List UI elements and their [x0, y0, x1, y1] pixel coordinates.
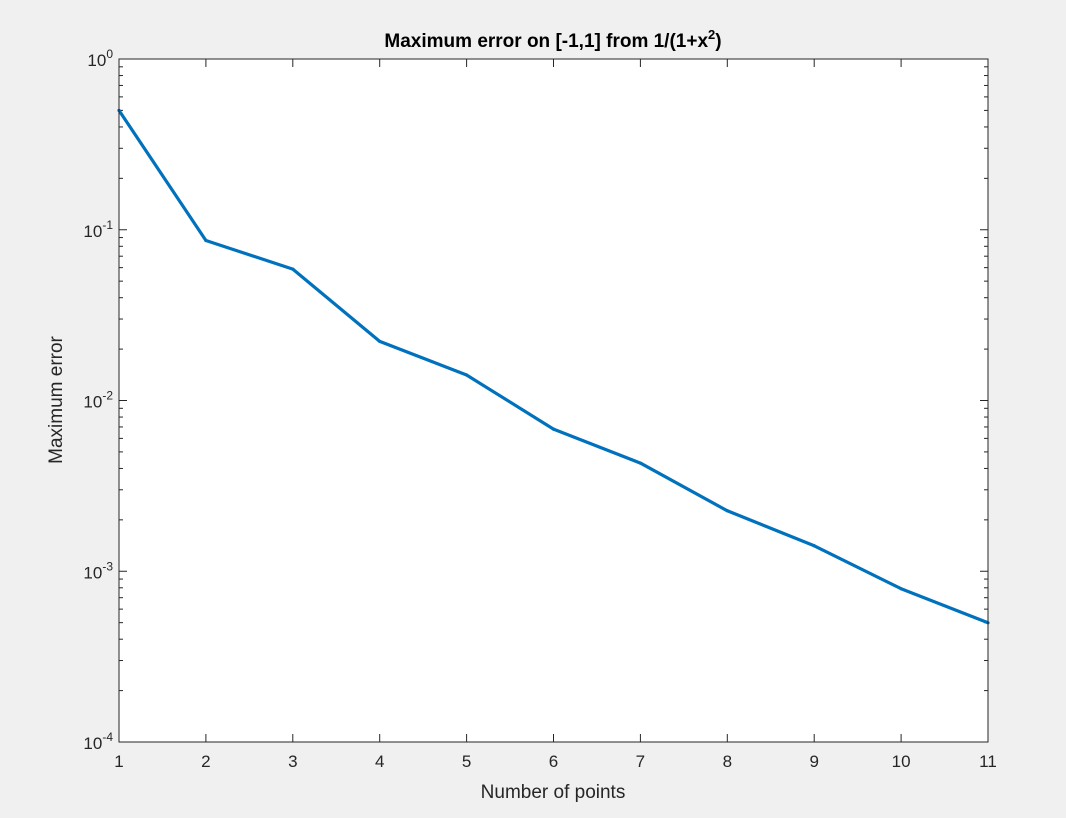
data-point	[812, 544, 816, 548]
y-tick-label: 10-4	[83, 730, 113, 753]
chart-title-superscript: 2	[708, 27, 715, 42]
x-tick-label: 1	[114, 752, 123, 771]
chart-title: Maximum error on [-1,1] from 1/(1+x2)	[384, 27, 721, 52]
y-tick-base: 10	[83, 222, 102, 241]
y-axis-label: Maximum error	[46, 335, 67, 463]
y-tick-exponent: -4	[102, 730, 113, 744]
data-point	[204, 238, 208, 243]
data-point	[291, 267, 295, 271]
chart-title-tail: )	[715, 31, 721, 52]
x-tick-label: 5	[462, 752, 471, 771]
y-tick-base: 10	[83, 393, 102, 412]
series-group	[117, 108, 990, 625]
y-tick-label: 10-1	[83, 218, 113, 241]
x-tick-label: 7	[636, 752, 645, 771]
y-tick-base: 10	[87, 51, 106, 70]
x-tick-labels: 1 2 3 4 5 6 7 8 9 10 11	[114, 752, 997, 771]
x-tick-label: 6	[549, 752, 558, 771]
data-point	[725, 509, 729, 513]
x-tick-label: 8	[723, 752, 732, 771]
x-tick-label: 9	[809, 752, 818, 771]
data-point	[551, 427, 556, 431]
y-tick-exponent: 0	[106, 47, 113, 61]
data-point	[638, 461, 643, 465]
x-tick-label: 2	[201, 752, 210, 771]
y-tick-label: 100	[87, 47, 113, 70]
y-tick-exponent: -3	[102, 559, 113, 573]
y-tick-label: 10-3	[83, 559, 113, 582]
x-tick-label: 4	[375, 752, 384, 771]
data-point	[899, 587, 903, 591]
data-point	[465, 373, 469, 377]
chart-title-main: Maximum error on [-1,1] from 1/(1+x	[384, 31, 708, 52]
y-tick-exponent: -2	[102, 389, 113, 403]
y-tick-exponent: -1	[102, 218, 113, 232]
y-tick-label: 10-2	[83, 389, 113, 412]
plot-area	[119, 59, 988, 742]
x-tick-label: 11	[979, 752, 997, 771]
y-tick-base: 10	[83, 734, 102, 753]
data-point	[378, 339, 382, 343]
x-tick-label: 10	[892, 752, 911, 771]
x-axis-label: Number of points	[481, 782, 626, 803]
x-tick-label: 3	[288, 752, 297, 771]
y-tick-base: 10	[83, 563, 102, 582]
axes-box	[118, 58, 989, 743]
